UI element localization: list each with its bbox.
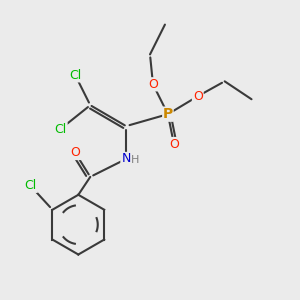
- Text: O: O: [193, 90, 203, 103]
- Text: O: O: [169, 137, 179, 151]
- Text: O: O: [193, 90, 203, 103]
- Text: N: N: [121, 152, 131, 166]
- Text: Cl: Cl: [54, 123, 67, 136]
- Text: P: P: [163, 107, 173, 121]
- Text: P: P: [163, 107, 173, 121]
- Text: Cl: Cl: [54, 123, 67, 136]
- Text: O: O: [70, 146, 80, 160]
- Text: Cl: Cl: [24, 179, 37, 192]
- Text: H: H: [131, 155, 139, 166]
- Text: Cl: Cl: [69, 69, 82, 82]
- Text: O: O: [169, 137, 179, 151]
- Text: O: O: [148, 78, 158, 91]
- Text: O: O: [70, 146, 81, 160]
- Text: Cl: Cl: [24, 179, 37, 192]
- Text: N: N: [122, 152, 131, 166]
- Text: Cl: Cl: [69, 69, 82, 82]
- Text: O: O: [148, 78, 158, 91]
